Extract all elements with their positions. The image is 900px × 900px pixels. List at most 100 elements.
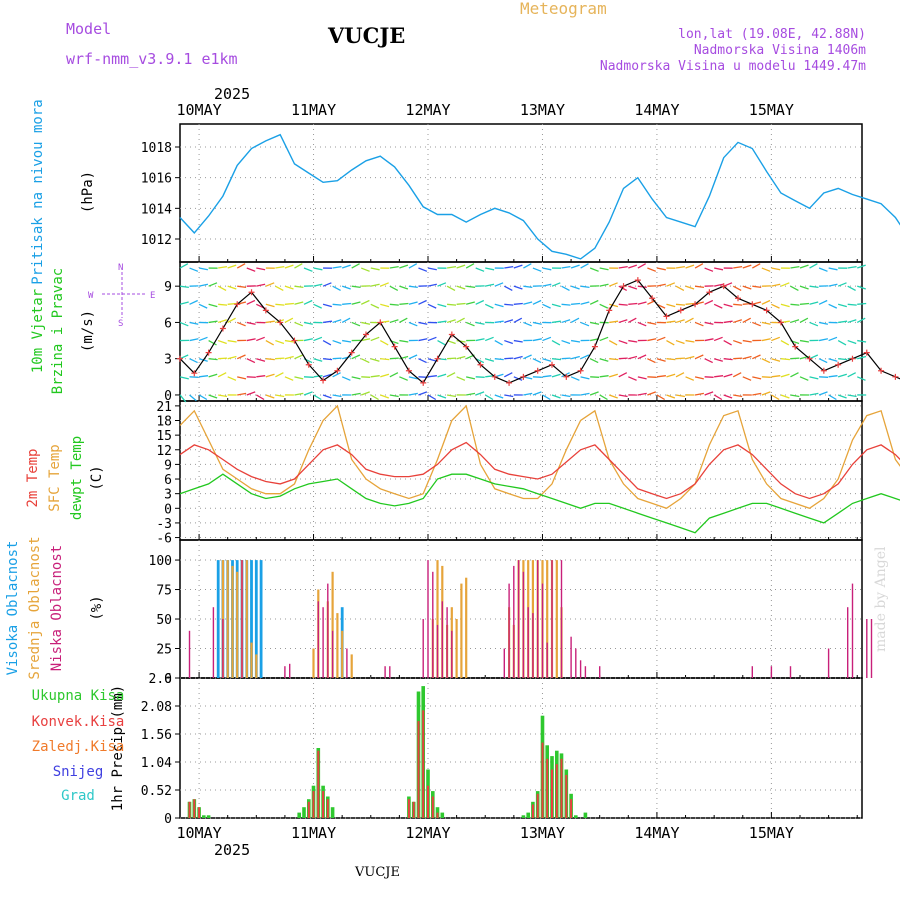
wind-barb-mark: [427, 375, 437, 378]
low-cloud-bar: [560, 560, 563, 678]
conv-precip-bar: [431, 796, 434, 818]
total-precip-bar: [330, 807, 335, 818]
wind-barb-mark: [790, 265, 800, 269]
wind-barb-mark: [446, 394, 457, 398]
temp-frame: [179, 400, 863, 541]
wind-speed-marker: [735, 295, 741, 302]
wind-barb-mark: [838, 320, 848, 324]
wind-barb-mark: [751, 263, 761, 269]
wind-speed-marker: [591, 343, 598, 350]
wind-barb-mark: [799, 317, 809, 324]
wind-barb-mark: [809, 321, 819, 327]
wind-barb-mark: [570, 264, 580, 269]
wind-barb-mark: [513, 264, 523, 269]
wind-barb-mark: [494, 320, 504, 324]
wind-speed-marker: [177, 355, 183, 362]
wind-barb-mark: [265, 303, 275, 308]
wind-barb-mark: [275, 357, 285, 360]
wind-barb-mark: [551, 394, 561, 399]
wind-barb-mark: [427, 283, 437, 287]
watermark: made by Angel: [873, 546, 889, 652]
wind-barb-mark: [742, 317, 752, 324]
wind-barb-mark: [360, 299, 370, 305]
high-cloud-bar: [250, 560, 253, 678]
wind-barb-mark: [256, 375, 266, 378]
wind-barb-mark: [322, 303, 332, 308]
wind-barb-mark: [857, 339, 867, 343]
wind-barb-mark: [484, 336, 494, 342]
low-cloud-bar: [570, 636, 572, 678]
wind-barb-mark: [837, 373, 847, 378]
coords-label: lon,lat (19.08E, 42.88N): [678, 27, 866, 42]
wind-barb-mark: [408, 376, 418, 380]
wind-barb-mark: [275, 339, 285, 345]
wind-barb-mark: [675, 319, 685, 324]
wind-barb-mark: [809, 285, 819, 289]
wind-barb-mark: [723, 303, 733, 308]
wind-speed-marker: [663, 313, 670, 320]
low-cloud-bar: [188, 630, 191, 678]
low-cloud-bar: [427, 560, 429, 678]
elevation-label: Nadmorska Visina 1406m: [694, 43, 866, 58]
wind-barb-mark: [256, 336, 265, 342]
wind-barb-mark: [733, 357, 743, 360]
mid-cloud-bar: [226, 560, 229, 678]
wind-barb-mark: [542, 303, 551, 309]
wind-barb-mark: [227, 355, 237, 360]
wind-barb-mark: [294, 263, 303, 269]
wind-barb-mark: [847, 319, 857, 324]
wind-barb-mark: [818, 267, 828, 272]
wind-barb-mark: [771, 267, 781, 271]
precip-frame: [179, 677, 863, 819]
wind-barb-mark: [694, 263, 704, 269]
wind-speed-marker: [820, 367, 827, 374]
low-cloud-bar: [532, 613, 534, 678]
mid-cloud-bar: [245, 560, 248, 678]
wind-barb-mark: [580, 301, 590, 305]
wind-barb-mark: [217, 372, 227, 378]
wind-barb-mark: [618, 265, 628, 269]
wind-barb-mark: [704, 358, 713, 364]
low-cloud-bar: [327, 583, 329, 678]
wind-barb-mark: [723, 394, 733, 399]
wind-barb-mark: [818, 299, 828, 305]
wind-barb-mark: [837, 339, 847, 346]
wind-barb-mark: [723, 358, 733, 361]
wind-barb-mark: [408, 321, 418, 327]
wind-barb-mark: [733, 394, 743, 398]
wind-barb-mark: [208, 394, 218, 399]
total-precip-bar: [202, 815, 206, 818]
wind-barb-mark: [265, 373, 275, 378]
wind-barb-mark: [284, 302, 294, 305]
conv-precip-bar: [322, 791, 325, 818]
wind-barb-mark: [255, 394, 265, 401]
wind-barb-mark: [570, 285, 580, 290]
wind-barb-mark: [504, 285, 513, 291]
wind-speed-marker: [563, 373, 570, 380]
low-cloud-bar: [284, 666, 286, 678]
wind-barb-mark: [847, 339, 857, 345]
wind-barb-mark: [246, 321, 256, 325]
conv-precip-bar: [531, 804, 534, 818]
wind-barb-mark: [628, 376, 637, 381]
wind-barb-mark: [551, 320, 561, 324]
wind-barb-mark: [342, 302, 352, 305]
wind-barb-mark: [475, 391, 485, 396]
wind-barb-mark: [447, 357, 457, 360]
wind-barb-mark: [780, 282, 790, 287]
wind-barb-mark: [618, 339, 628, 345]
day-label-bottom: 10MAY: [176, 824, 221, 842]
mid-cloud-bar: [546, 560, 549, 678]
wind-barb-mark: [589, 391, 599, 396]
low-cloud-bar: [317, 601, 319, 678]
wind-barb-mark: [361, 391, 370, 396]
pressure-ytick-label: 1012: [141, 233, 172, 248]
wind-barb-mark: [780, 358, 790, 361]
wind-barb-mark: [418, 267, 428, 272]
low-cloud-bar: [546, 642, 548, 678]
wind-barb-mark: [323, 358, 333, 361]
temp-ytick-label: 12: [156, 444, 172, 459]
temp-ytick-label: 9: [164, 458, 172, 473]
wind-barb-mark: [561, 265, 571, 269]
cloud-ytick-label: 0: [164, 672, 172, 687]
